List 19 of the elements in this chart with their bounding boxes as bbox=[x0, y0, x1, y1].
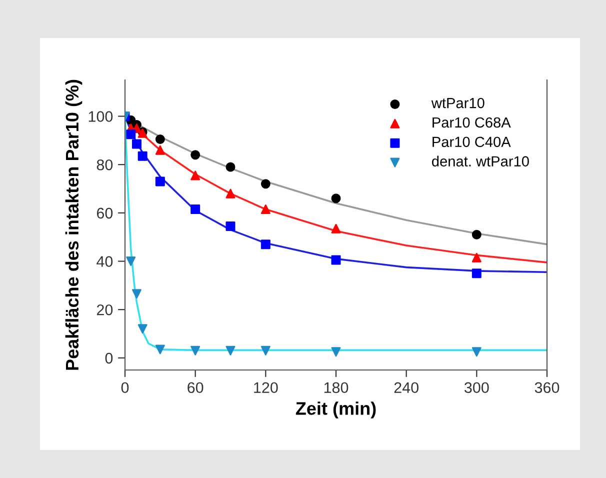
x-tick-label: 60 bbox=[188, 382, 204, 394]
legend-label: wtPar10 bbox=[431, 98, 484, 108]
y-tick-label: 60 bbox=[96, 208, 113, 219]
y-axis-title: Peakfläche des intakten Par10 (%) bbox=[65, 80, 82, 370]
y-tick-label: 0 bbox=[105, 352, 113, 364]
legend-label: denat. wtPar10 bbox=[432, 156, 529, 166]
y-tick-label: 80 bbox=[96, 159, 113, 170]
x-axis-title: Zeit (min) bbox=[296, 402, 376, 418]
y-tick-label: 20 bbox=[96, 304, 113, 316]
x-tick-label: 300 bbox=[464, 382, 489, 394]
y-tick-label: 100 bbox=[88, 111, 113, 122]
legend-label: Par10 C40A bbox=[432, 136, 511, 148]
x-tick-label: 240 bbox=[394, 382, 418, 394]
x-tick-label: 360 bbox=[534, 382, 560, 394]
x-tick-label: 180 bbox=[324, 382, 348, 394]
x-tick-label: 0 bbox=[121, 382, 129, 394]
legend-label: Par10 C68A bbox=[432, 117, 511, 128]
y-tick-label: 40 bbox=[96, 256, 113, 267]
x-tick-label: 120 bbox=[254, 382, 278, 394]
